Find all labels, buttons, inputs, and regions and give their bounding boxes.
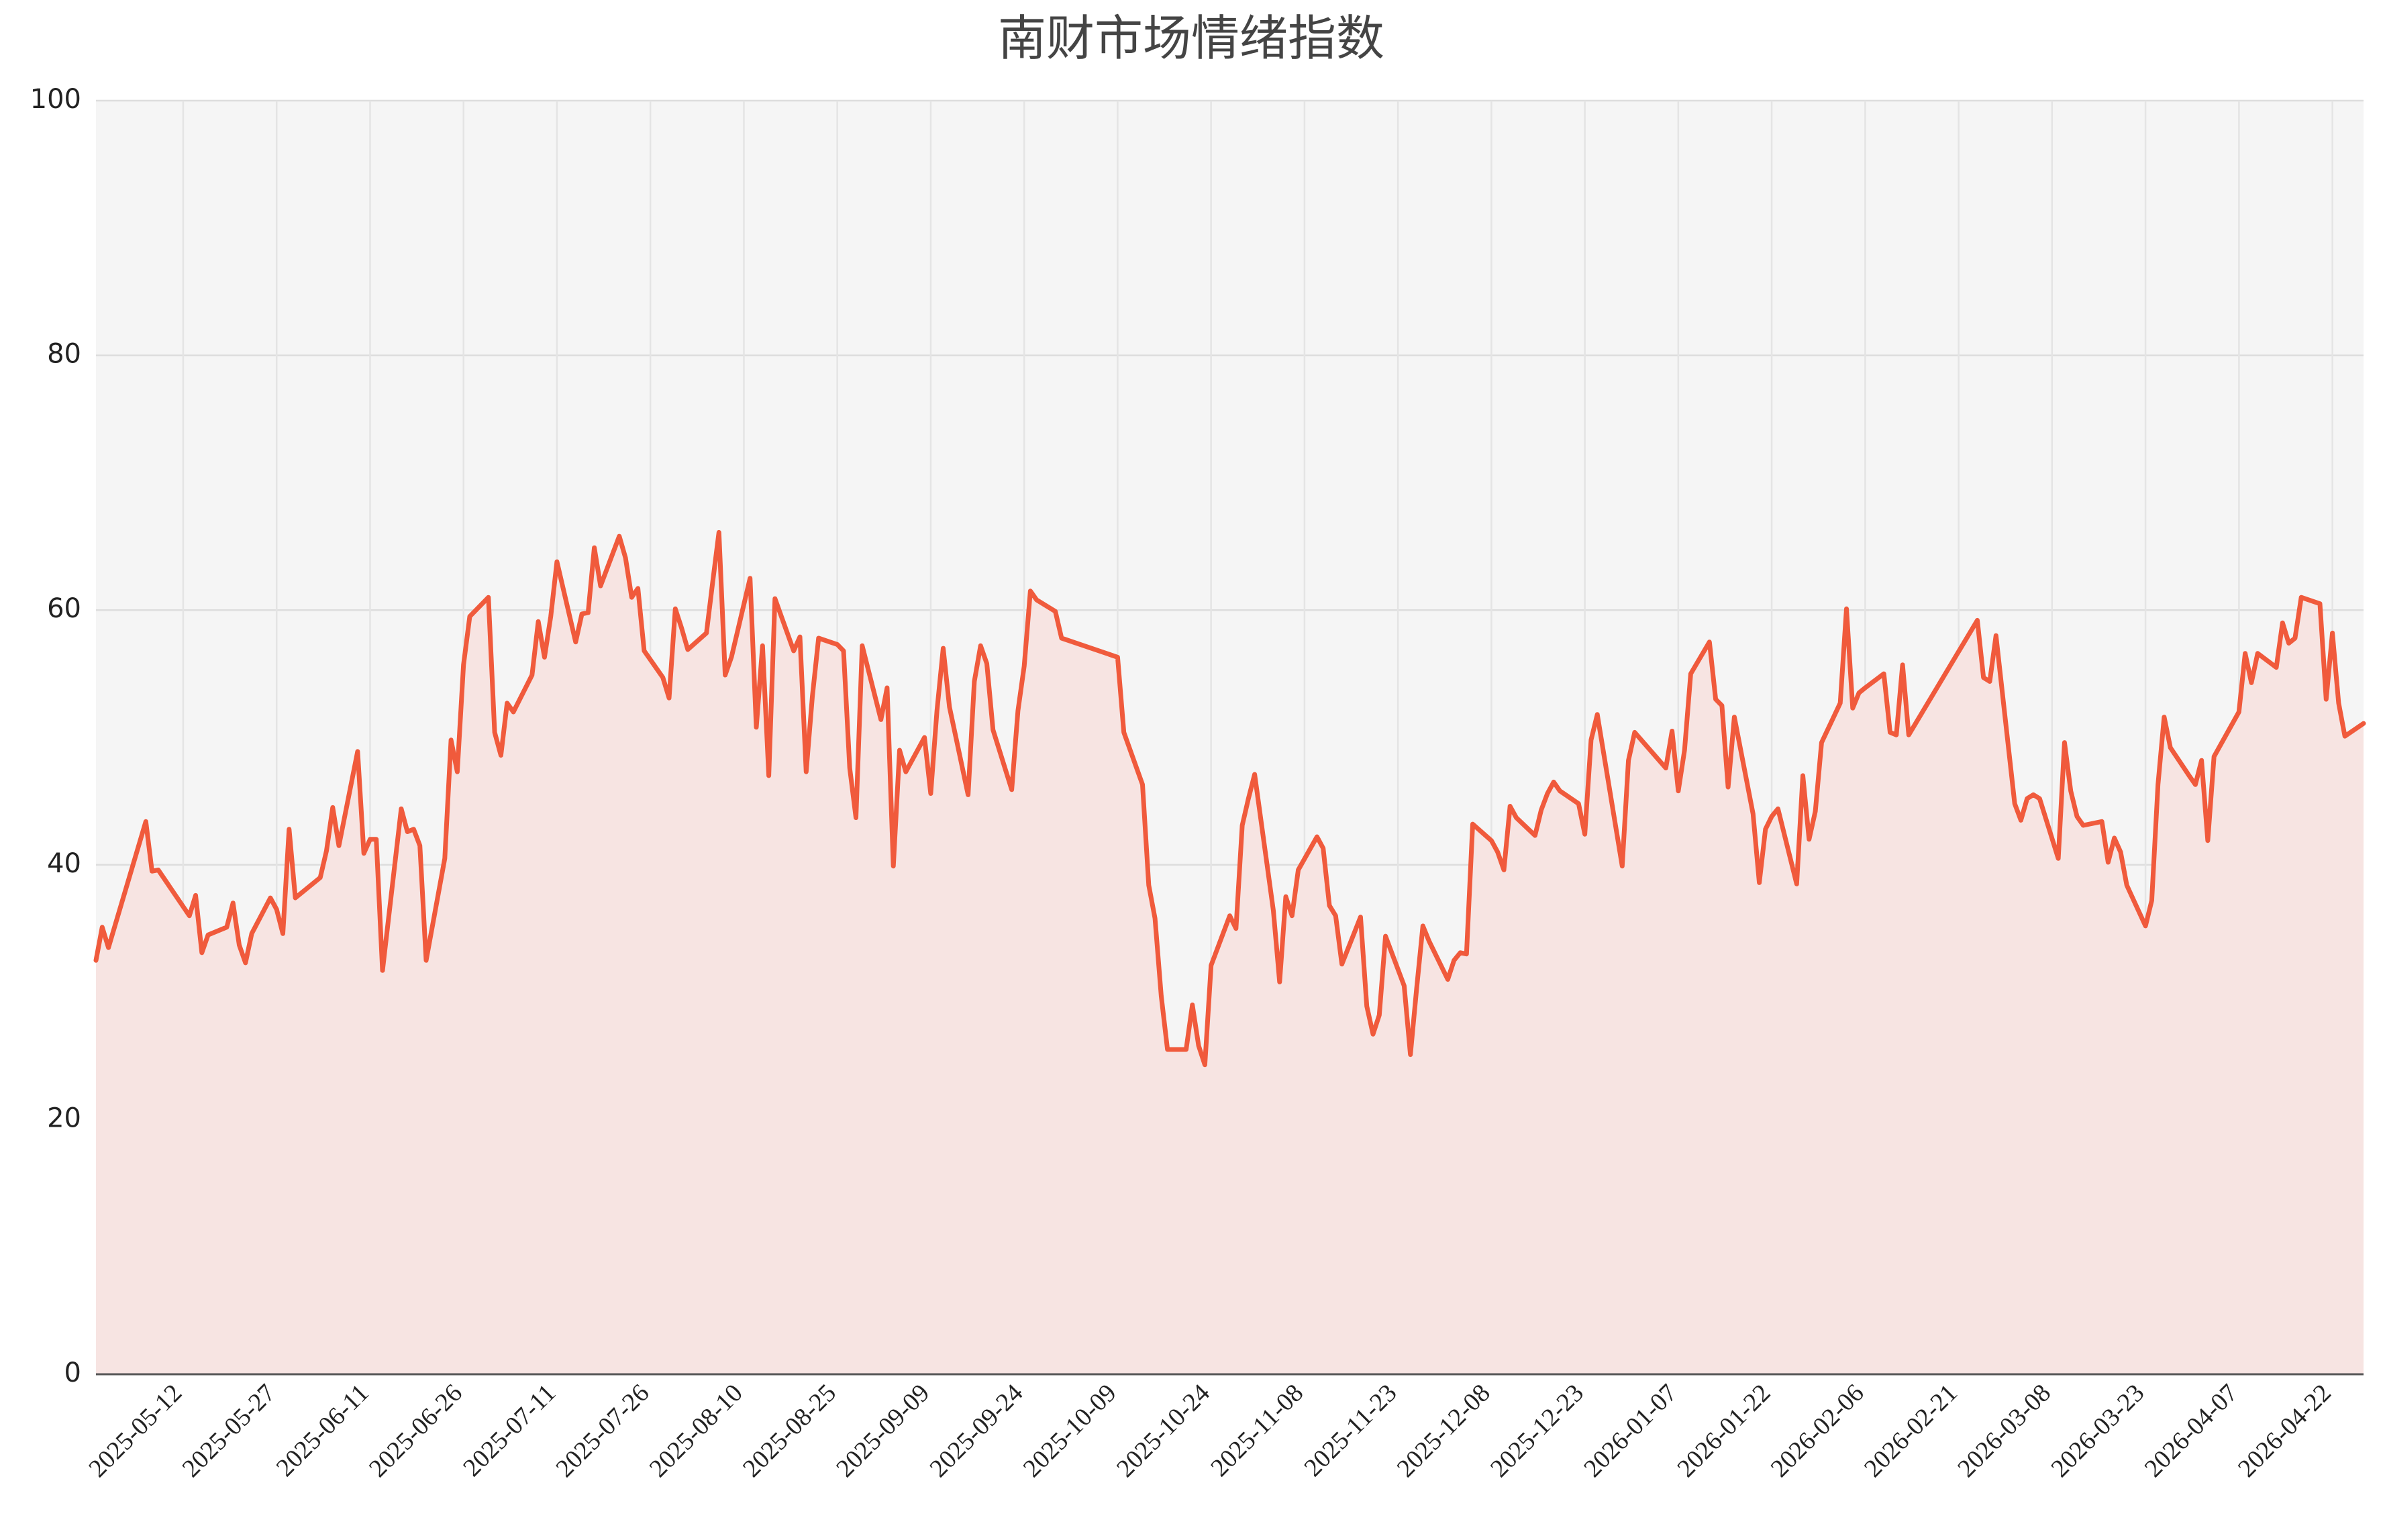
- y-tick-label: 60: [47, 593, 81, 624]
- y-tick-label: 100: [30, 84, 81, 115]
- x-tick-label: 2026-03-08: [1952, 1379, 2056, 1483]
- x-tick-label: 2026-01-07: [1578, 1379, 1682, 1483]
- x-tick-label: 2025-10-24: [1111, 1379, 1215, 1483]
- x-tick-label: 2025-06-26: [364, 1379, 468, 1483]
- y-tick-label: 20: [47, 1102, 81, 1133]
- x-tick-label: 2025-09-09: [831, 1379, 935, 1483]
- x-tick-label: 2025-05-12: [83, 1379, 187, 1483]
- x-tick-label: 2026-01-22: [1672, 1379, 1776, 1483]
- x-tick-label: 2025-06-11: [271, 1379, 374, 1482]
- y-tick-label: 0: [64, 1357, 81, 1388]
- y-tick-label: 40: [47, 848, 81, 879]
- chart-title: 南财市场情绪指数: [998, 10, 1384, 66]
- y-tick-label: 80: [47, 339, 81, 370]
- line: [93, 529, 2366, 1068]
- x-tick-label: 2025-07-11: [458, 1379, 561, 1482]
- x-tick-label: 2025-07-26: [550, 1379, 654, 1483]
- x-tick-label: 2025-11-23: [1299, 1379, 1402, 1482]
- x-tick-label: 2025-12-23: [1485, 1379, 1589, 1483]
- x-tick-label: 2025-09-24: [924, 1379, 1028, 1483]
- x-tick-label: 2026-02-06: [1766, 1379, 1870, 1483]
- x-tick-label: 2025-11-08: [1205, 1379, 1309, 1482]
- x-tick-label: 2025-08-10: [644, 1379, 748, 1483]
- x-tick-label: 2025-10-09: [1018, 1379, 1122, 1483]
- x-tick-label: 2025-08-25: [738, 1379, 842, 1483]
- x-tick-label: 2025-05-27: [176, 1379, 281, 1483]
- x-tick-label: 2025-12-08: [1392, 1379, 1496, 1483]
- x-tick-label: 2026-03-23: [2045, 1379, 2149, 1483]
- x-tick-label: 2026-04-07: [2139, 1379, 2243, 1483]
- x-tick-label: 2026-02-21: [1859, 1379, 1963, 1483]
- area: [96, 532, 2364, 1374]
- x-tick-label: 2026-04-22: [2233, 1379, 2337, 1483]
